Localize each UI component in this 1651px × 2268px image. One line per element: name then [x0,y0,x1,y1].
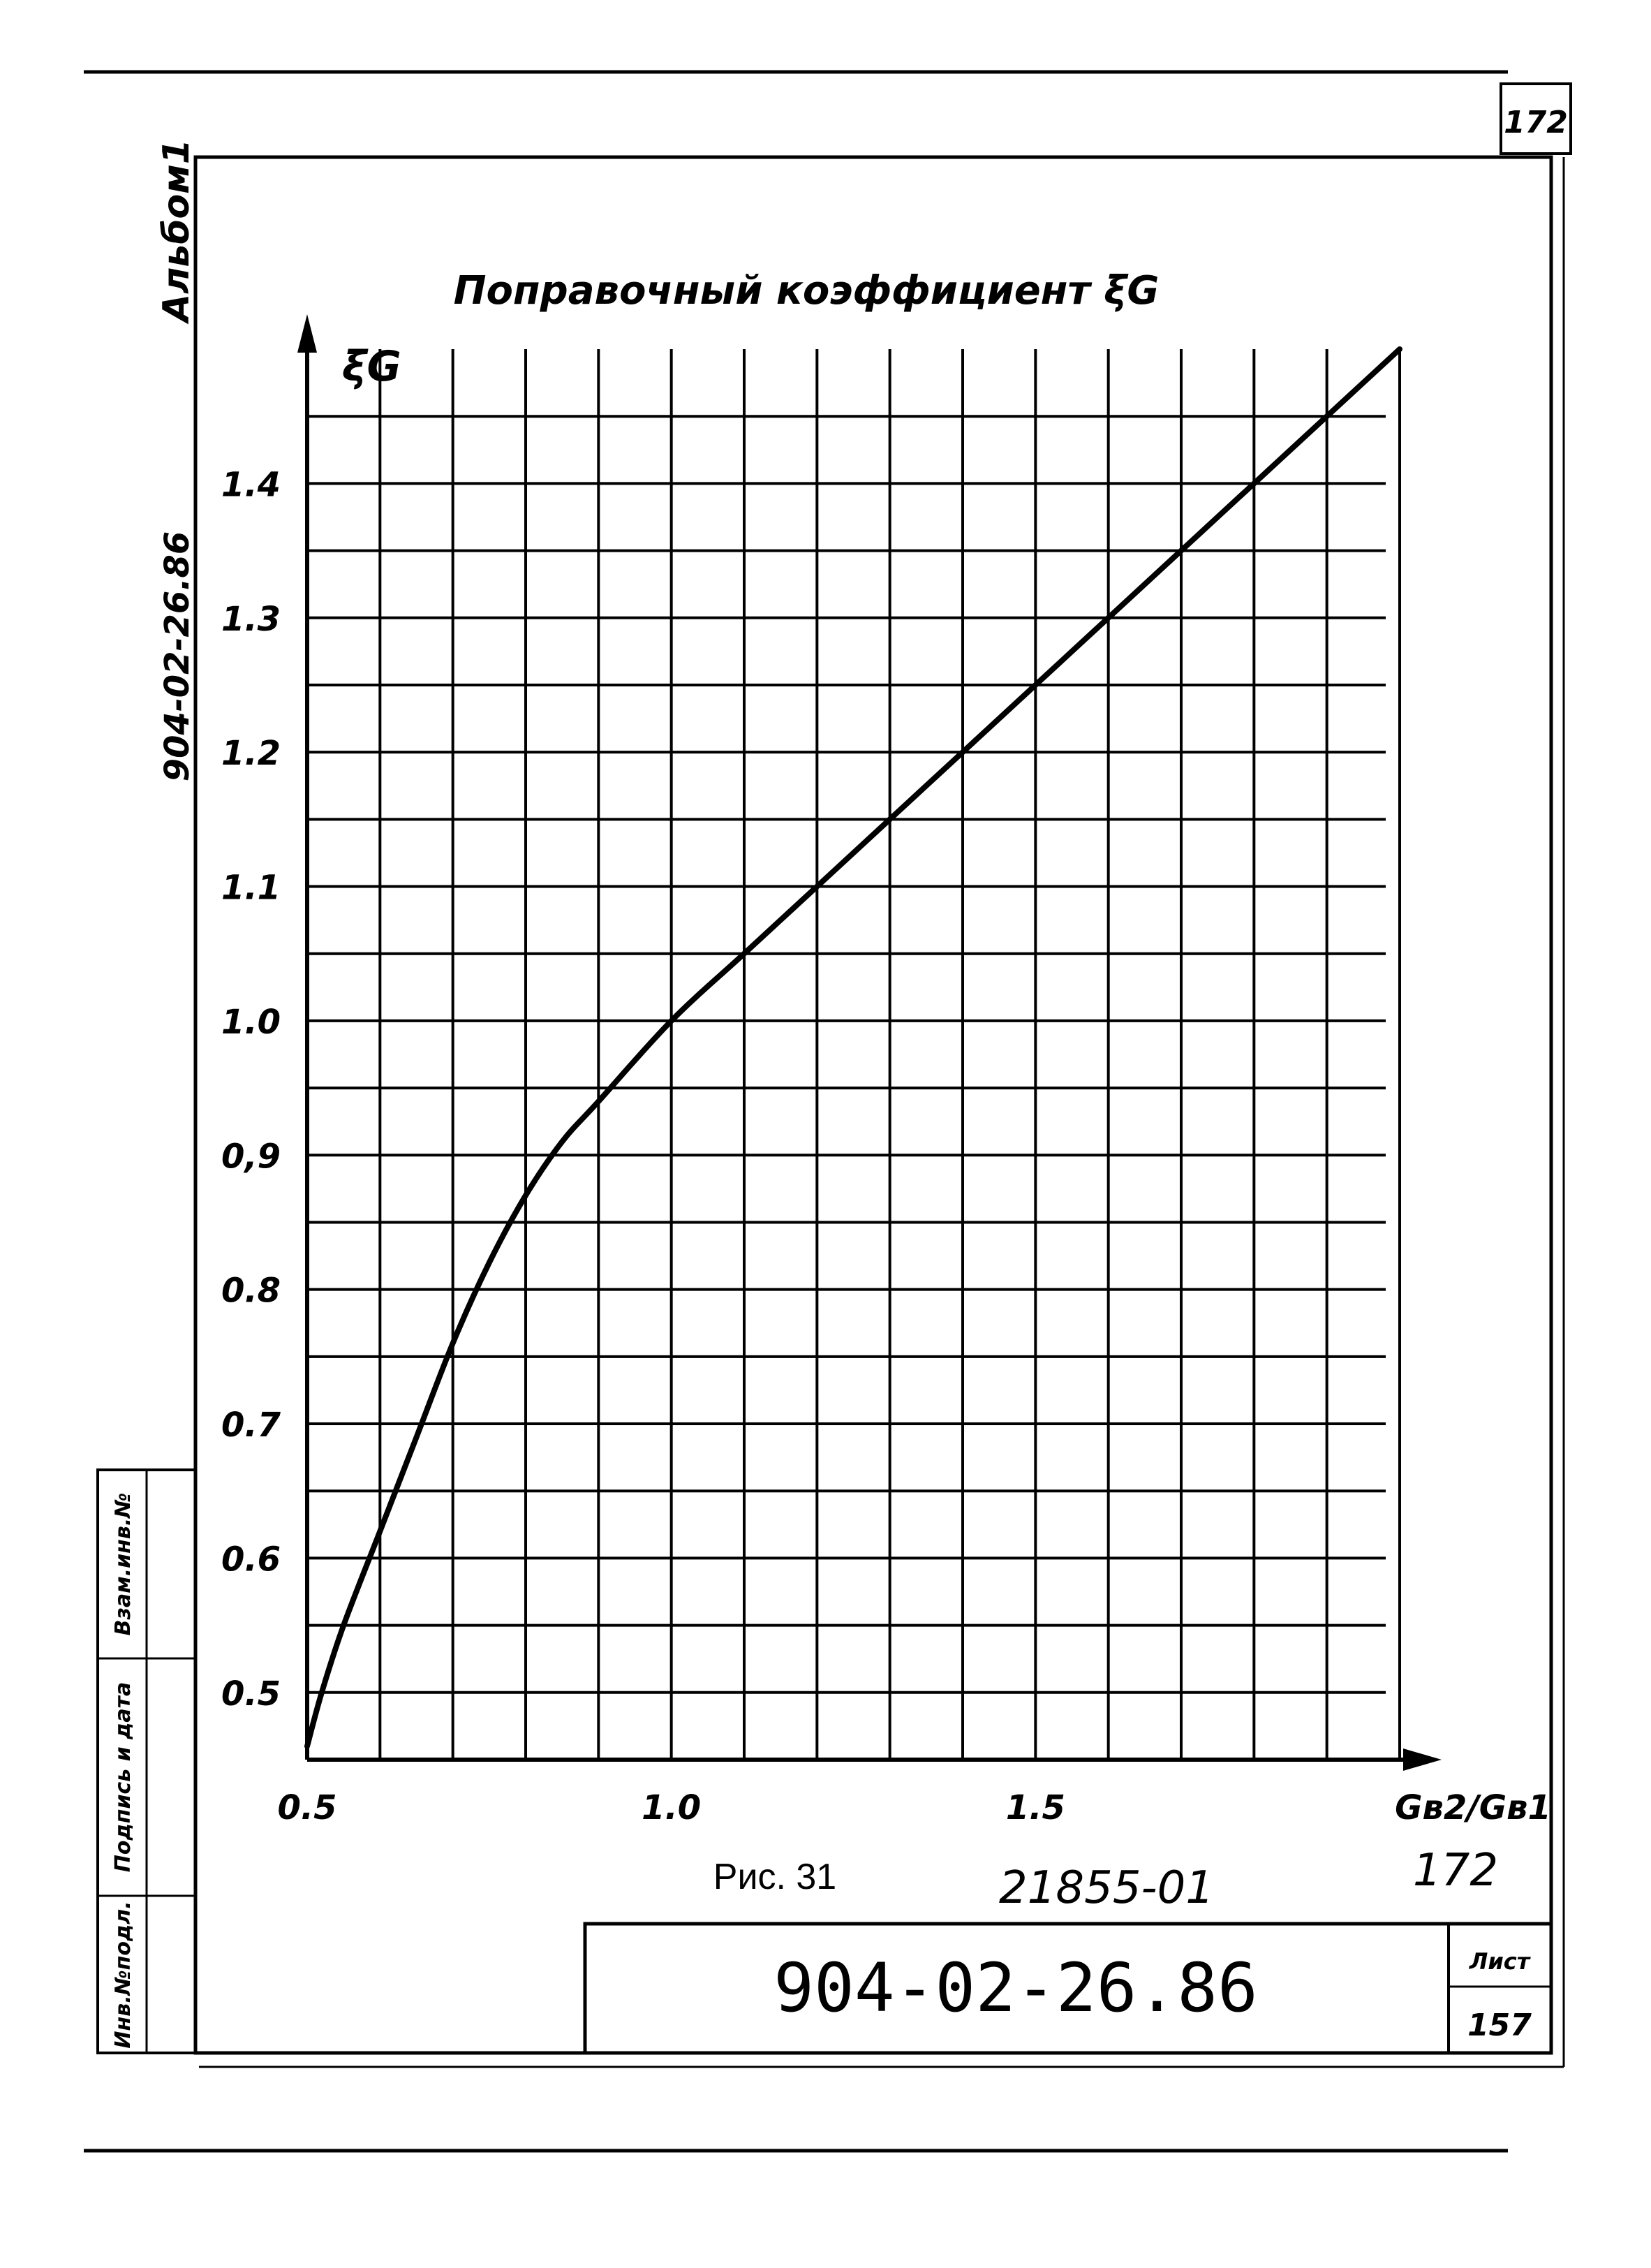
sheet-label: Лист [1469,1948,1532,1975]
y-tick-label: 1.4 [221,465,281,504]
series-line [304,346,1402,1749]
x-tick-label: 1.0 [642,1788,701,1827]
y-tick-label: 1.3 [221,600,281,639]
figure-caption: Рис. 31 [713,1857,836,1897]
y-tick-label: 0.7 [221,1406,281,1445]
x-tick-label: 0.5 [277,1788,336,1827]
y-tick-labels: 0.5 0.6 0.7 0.8 0,9 1.0 1.1 1.2 1.3 1.4 [221,465,281,1713]
title-block: 904-02-26.86 Лист 157 [583,1922,1553,2055]
chart: Поправочный коэффициент ξG ξG Gв2/Gв1 0.… [221,268,1551,1827]
x-axis-arrow [1403,1748,1442,1771]
y-tick-label: 0.5 [221,1674,281,1714]
stamp-label-signature: Подпись и дата [111,1682,135,1872]
chart-series [304,346,1402,1749]
page-number-top: 172 [1504,105,1568,140]
y-tick-label: 1.1 [221,869,281,908]
y-tick-label: 0,9 [221,1137,281,1176]
x-tick-labels: 0.5 1.0 1.5 [277,1788,1065,1827]
handwritten-page: 172 [1413,1845,1498,1897]
stamp-label-inv: Инв.№подл. [111,1901,135,2048]
chart-axes [297,314,1442,1771]
y-axis-arrow [297,314,317,353]
y-tick-label: 0.8 [221,1272,281,1311]
y-tick-label: 1.0 [221,1003,281,1042]
sheet-number: 157 [1467,2008,1532,2043]
y-tick-label: 1.2 [221,734,281,773]
y-axis-label: ξG [342,342,401,391]
handwritten-number: 21855-01 [999,1862,1214,1914]
stamp-label-replace: Взам.инв.№ [111,1493,135,1636]
side-code: 904-02-26.86 [158,531,197,782]
approval-stamp: Инв.№подл. Подпись и дата Взам.инв.№ [96,1468,197,2054]
page-number-box: 172 [1500,82,1572,155]
album-label: Альбом1 [156,139,198,325]
chart-grid [307,349,1401,1760]
x-tick-label: 1.5 [1006,1788,1065,1827]
chart-title: Поправочный коэффициент ξG [454,268,1160,314]
title-block-code: 904-02-26.86 [773,1949,1258,2027]
y-tick-label: 0.6 [221,1540,281,1579]
x-axis-label: Gв2/Gв1 [1395,1788,1551,1827]
